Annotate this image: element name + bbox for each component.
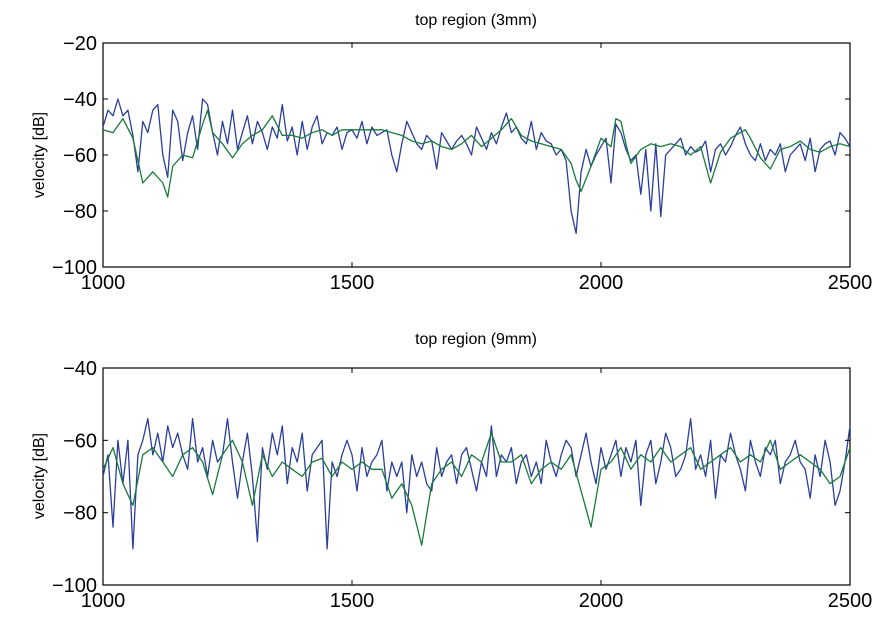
x-tick-label: 1000 [81,272,126,294]
y-tick-label: −40 [63,89,97,111]
series-line-1 [102,98,851,235]
x-tick-label: 1000 [81,590,126,612]
x-tick-label: 1500 [330,590,375,612]
series-layer [102,98,851,235]
axes-top-region-3mm: top region (3mm) velocity [dB] 1000 1500 2… [31,12,872,294]
y-axis-label: velocity [dB] [31,433,48,519]
series-line-1 [102,417,851,550]
y-tick-label: −60 [63,430,97,452]
y-tick-label: −20 [63,33,97,55]
x-tick-label: 2000 [579,272,624,294]
plot-area [102,367,851,586]
y-tick-label: −60 [63,145,97,167]
tick-layer: 1000 1500 2000 2500 −100 −80 −60 −40 [52,358,872,612]
series-line-2 [102,432,851,546]
x-tick-label: 1500 [330,272,375,294]
chart-title: top region (9mm) [415,331,537,348]
series-layer [102,417,851,550]
axes-top-region-9mm: top region (9mm) velocity [dB] 1000 1500 2… [31,331,872,612]
y-tick-label: −100 [52,257,97,279]
y-tick-label: −80 [63,503,97,525]
x-tick-label: 2000 [579,590,624,612]
x-tick-label: 2500 [828,272,873,294]
series-line-2 [102,109,851,198]
y-tick-label: −40 [63,358,97,380]
y-tick-label: −100 [52,575,97,597]
y-axis-label: velocity [dB] [31,112,48,198]
chart-title: top region (3mm) [415,12,537,29]
plot-area [102,42,851,268]
y-tick-label: −80 [63,201,97,223]
x-tick-label: 2500 [828,590,873,612]
tick-layer: 1000 1500 2000 2500 −100 −80 −60 −40 −20 [52,33,872,294]
